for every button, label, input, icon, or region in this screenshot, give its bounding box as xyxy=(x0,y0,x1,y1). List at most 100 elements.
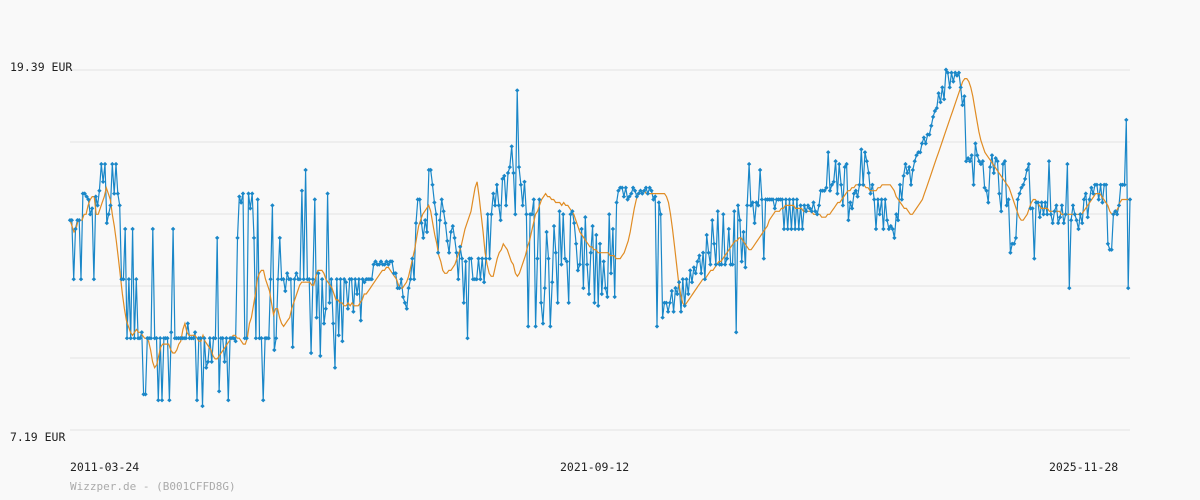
price-point xyxy=(745,203,750,208)
price-point xyxy=(1013,235,1019,241)
series-layer xyxy=(67,67,1133,409)
price-point xyxy=(671,309,676,314)
price-point xyxy=(288,277,293,282)
price-point xyxy=(561,212,566,217)
price-point xyxy=(986,200,991,205)
price-point xyxy=(895,218,901,223)
price-point xyxy=(202,336,207,341)
price-point xyxy=(192,330,198,335)
price-point xyxy=(1065,161,1070,167)
price-point xyxy=(126,277,132,282)
price-point xyxy=(721,212,726,217)
price-point xyxy=(115,191,120,196)
price-point xyxy=(800,226,805,232)
price-point xyxy=(824,185,829,190)
price-point xyxy=(518,182,524,187)
price-point xyxy=(625,197,630,202)
price-point xyxy=(542,285,547,291)
price-point xyxy=(667,300,673,305)
price-point xyxy=(1030,206,1035,211)
price-point xyxy=(481,280,487,285)
price-point xyxy=(434,212,439,217)
price-point xyxy=(658,212,663,217)
price-point xyxy=(421,235,426,241)
price-point xyxy=(154,336,159,341)
price-point xyxy=(756,203,761,208)
price-point xyxy=(71,277,76,282)
price-point xyxy=(1096,197,1101,202)
price-point xyxy=(73,226,78,232)
price-point xyxy=(148,336,154,341)
price-point xyxy=(846,218,851,223)
price-point xyxy=(461,300,466,305)
price-point xyxy=(325,191,330,196)
price-point xyxy=(838,182,844,187)
price-point xyxy=(1000,161,1006,167)
price-point xyxy=(281,277,286,282)
price-point xyxy=(130,226,135,232)
price-point xyxy=(321,321,327,326)
price-point xyxy=(303,167,308,173)
price-point xyxy=(851,191,857,196)
price-point xyxy=(216,389,222,394)
price-point xyxy=(842,164,847,170)
price-point xyxy=(651,197,656,202)
price-point xyxy=(956,70,962,75)
price-point xyxy=(469,256,474,261)
price-point xyxy=(748,203,754,208)
price-point xyxy=(872,197,877,202)
x-tick-middle: 2021-09-12 xyxy=(560,460,629,474)
price-point xyxy=(531,197,536,202)
price-point xyxy=(621,194,627,199)
price-point xyxy=(1043,200,1048,205)
price-point xyxy=(137,336,143,341)
price-point xyxy=(599,291,604,297)
price-point xyxy=(643,185,649,190)
price-point xyxy=(881,226,886,232)
price-point xyxy=(233,339,238,344)
price-point xyxy=(993,156,998,161)
price-point xyxy=(1017,191,1022,196)
price-point xyxy=(660,315,665,320)
price-point xyxy=(307,277,312,282)
price-point xyxy=(691,265,697,270)
price-point xyxy=(522,179,527,184)
price-point xyxy=(413,220,419,226)
price-point xyxy=(752,220,757,226)
price-point xyxy=(99,161,104,167)
price-point xyxy=(557,209,562,214)
price-point xyxy=(607,212,612,217)
price-point xyxy=(829,182,835,187)
price-point xyxy=(892,235,897,241)
price-point xyxy=(334,277,339,282)
price-point xyxy=(400,294,406,300)
price-point xyxy=(770,197,776,202)
price-point xyxy=(246,191,251,196)
price-point xyxy=(702,277,708,282)
price-point xyxy=(362,280,367,285)
price-point xyxy=(943,67,949,72)
price-point xyxy=(1019,185,1024,190)
price-point xyxy=(450,223,455,229)
price-point xyxy=(787,197,792,202)
price-point xyxy=(198,336,203,341)
price-point xyxy=(934,105,939,111)
price-point xyxy=(627,194,632,199)
price-point xyxy=(921,135,927,140)
price-point xyxy=(1022,176,1028,182)
price-point xyxy=(642,188,647,193)
price-point xyxy=(1111,212,1116,217)
price-point xyxy=(526,324,531,329)
price-point xyxy=(997,191,1002,196)
price-point xyxy=(77,218,82,223)
price-point xyxy=(603,285,608,291)
price-point xyxy=(555,300,560,305)
price-point xyxy=(156,398,161,403)
price-point xyxy=(975,153,980,158)
price-point xyxy=(711,241,717,246)
price-point xyxy=(1045,212,1050,217)
price-point xyxy=(1087,197,1092,202)
price-point xyxy=(873,226,879,232)
price-point xyxy=(1074,218,1079,223)
price-point xyxy=(1124,117,1129,123)
